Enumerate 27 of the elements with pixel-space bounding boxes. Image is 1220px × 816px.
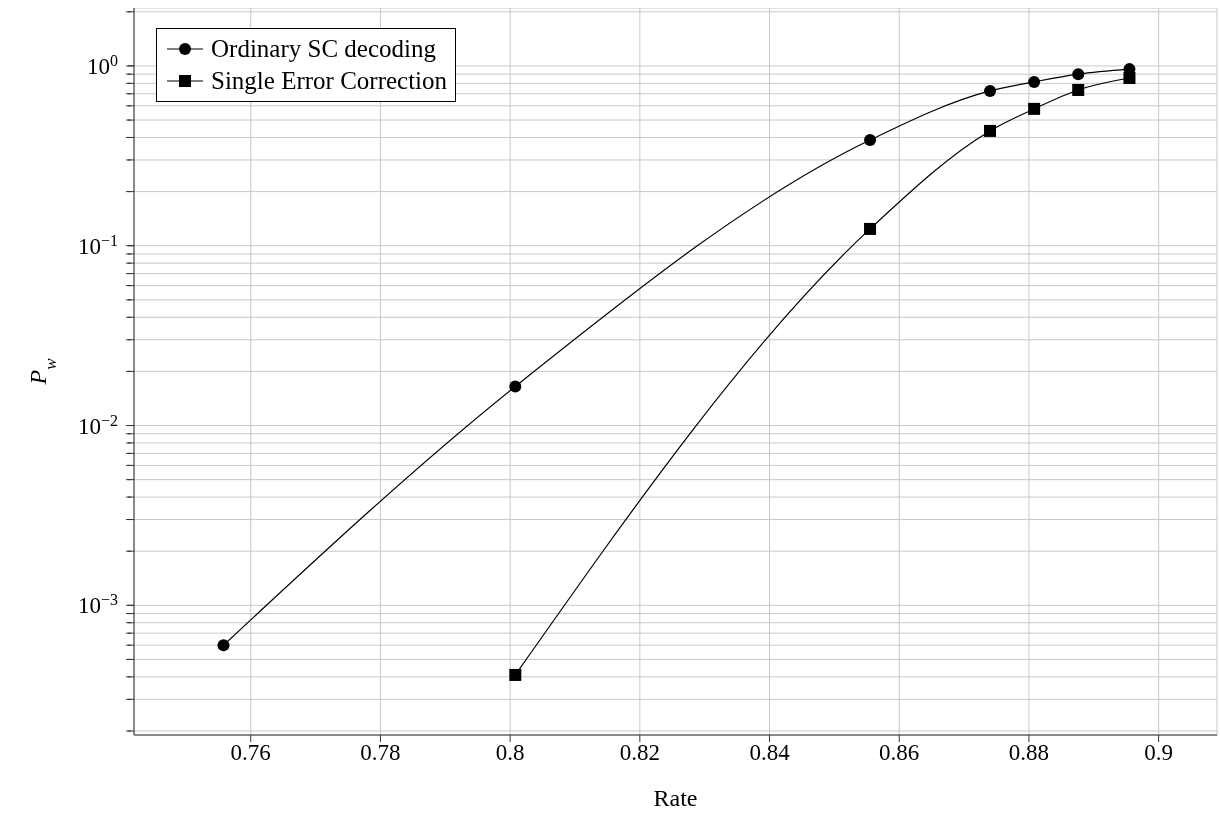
point: [1028, 102, 1041, 115]
y-tick-label: 10$^{0}$: [87, 51, 118, 79]
point: [984, 124, 997, 137]
legend-label: Single Error Correction: [211, 66, 448, 96]
point: [1123, 71, 1136, 84]
x-tick-label: 0.88: [1008, 740, 1050, 766]
point: [1028, 75, 1041, 88]
x-tick-label: 0.76: [230, 740, 271, 766]
x-tick-label: 0.9: [1144, 740, 1174, 766]
x-tick-label: 0.86: [879, 740, 920, 766]
point: [509, 668, 522, 681]
point: [1072, 68, 1085, 81]
point: [864, 222, 877, 235]
point: [217, 639, 230, 652]
y-tick-label: 10$^{−1}$: [77, 231, 118, 259]
x-tick-label: 0.78: [360, 740, 401, 766]
point: [984, 84, 997, 97]
y-tick-label: 10$^{−3}$: [77, 590, 118, 619]
y-tick-label: 10$^{−2}$: [77, 411, 118, 439]
legend-label: Ordinary SC decoding: [211, 34, 436, 64]
point: [509, 380, 522, 393]
point: [864, 134, 877, 147]
point: [1072, 83, 1085, 96]
x-tick-label: 0.8: [495, 740, 525, 766]
x-tick-label: 0.84: [749, 740, 791, 766]
x-tick-label: 0.82: [619, 740, 660, 766]
x-axis-title: Rate: [653, 785, 698, 811]
